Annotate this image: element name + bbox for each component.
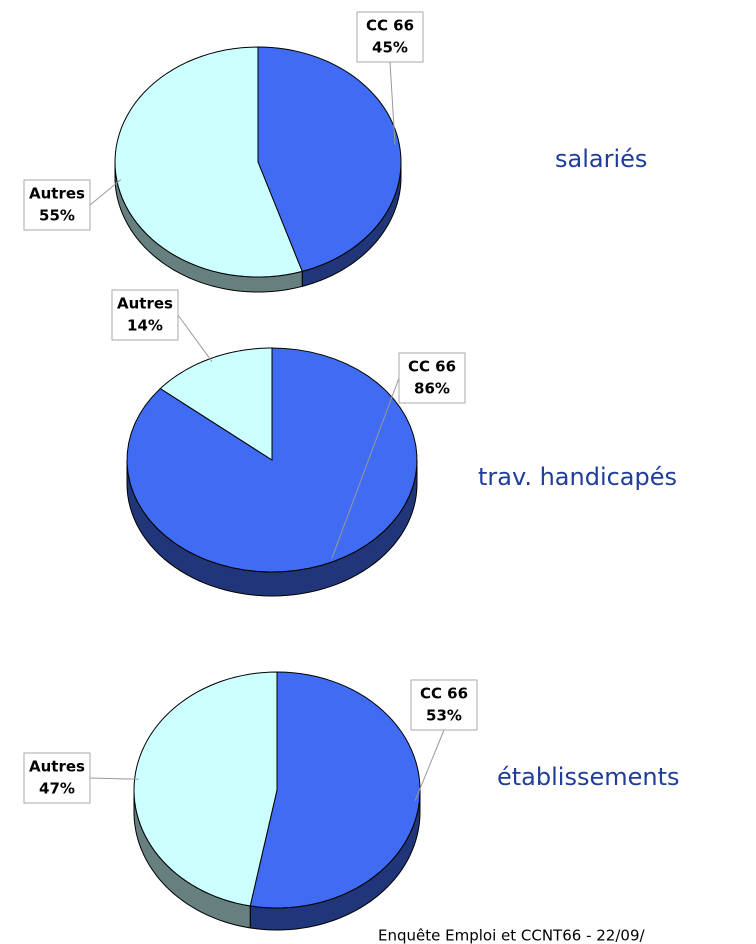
chart-title: salariés — [555, 145, 647, 173]
value-label: 55% — [39, 207, 75, 225]
leader-line — [331, 377, 400, 559]
value-label: 47% — [39, 780, 75, 798]
pie-slice — [257, 46, 402, 272]
charts: CC 66 45% Autres 55% salariés CC 66 86% Autres 1… — [23, 11, 680, 931]
category-label: CC 66 — [408, 358, 456, 376]
pie-slice — [114, 46, 303, 278]
value-label: 45% — [372, 39, 408, 57]
footer: Enquête Emploi et CCNT66 - 22/09/ — [378, 927, 645, 944]
label-box — [356, 11, 424, 63]
category-label: Autres — [29, 758, 85, 776]
leader-line — [414, 729, 445, 801]
leader-line — [89, 777, 139, 780]
label-box — [23, 179, 91, 231]
value-label: 53% — [426, 707, 462, 725]
category-label: CC 66 — [366, 17, 414, 35]
category-label: Autres — [29, 185, 85, 203]
chart-title: trav. handicapés — [478, 463, 677, 491]
label-box — [398, 352, 466, 404]
label-box — [111, 289, 179, 341]
label-box — [23, 752, 91, 804]
category-label: Autres — [117, 295, 173, 313]
chart-title: établissements — [497, 763, 680, 791]
leader-line — [389, 61, 396, 145]
label-box — [410, 679, 478, 731]
pie-slice — [249, 671, 421, 909]
category-label: CC 66 — [420, 685, 468, 703]
value-label: 14% — [127, 317, 163, 335]
leader-line — [89, 179, 122, 206]
leader-line — [177, 314, 213, 362]
value-label: 86% — [414, 380, 450, 398]
